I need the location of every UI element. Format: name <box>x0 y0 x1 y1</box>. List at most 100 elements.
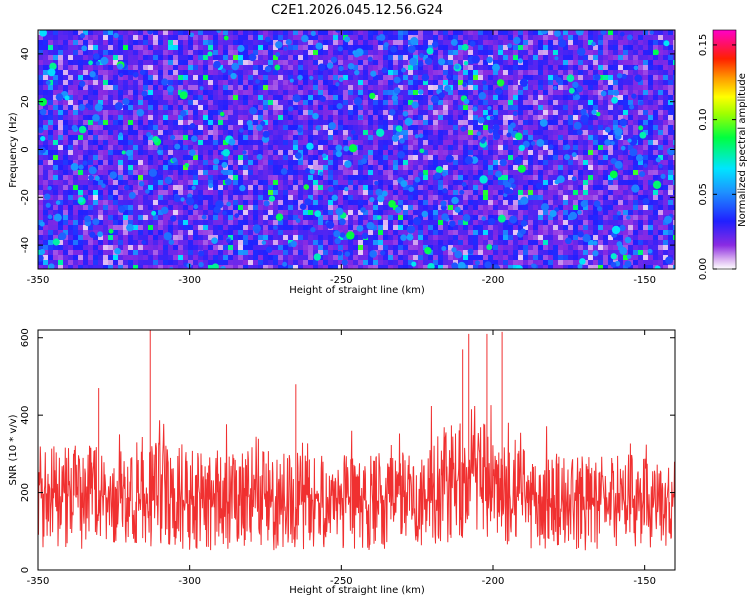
heatmap-cell <box>613 50 618 55</box>
heatmap-cell <box>133 125 138 130</box>
heatmap-cell <box>93 185 98 190</box>
heatmap-cell <box>393 185 398 190</box>
heatmap-cell <box>158 130 163 135</box>
heatmap-cell <box>83 70 88 75</box>
heatmap-cell <box>543 145 548 150</box>
heatmap-cell <box>83 95 88 100</box>
heatmap-cell <box>163 95 168 100</box>
heatmap-cell <box>53 120 58 125</box>
heatmap-cell <box>108 165 113 170</box>
heatmap-cell <box>148 150 153 155</box>
heatmap-cell <box>333 85 338 90</box>
heatmap-cell <box>413 145 418 150</box>
heatmap-cell <box>373 145 378 150</box>
heatmap-cell <box>668 60 673 65</box>
heatmap-cell <box>148 50 153 55</box>
heatmap-cell <box>338 55 343 60</box>
heatmap-cell <box>323 105 328 110</box>
heatmap-cell <box>268 205 273 210</box>
heatmap-cell <box>643 135 648 140</box>
heatmap-cell <box>478 45 483 50</box>
heatmap-cell <box>593 160 598 165</box>
heatmap-cell <box>648 205 653 210</box>
heatmap-cell <box>113 210 118 215</box>
heatmap-cell <box>633 165 638 170</box>
heatmap-cell <box>448 175 453 180</box>
heatmap-cell <box>248 95 253 100</box>
heatmap-cell <box>363 135 368 140</box>
heatmap-cell <box>153 45 158 50</box>
heatmap-cell <box>368 120 373 125</box>
heatmap-cell <box>663 155 668 160</box>
heatmap-cell <box>198 40 203 45</box>
heatmap-cell <box>148 190 153 195</box>
heatmap-cell <box>98 175 103 180</box>
heatmap-cell <box>343 75 348 80</box>
heatmap-cell <box>158 120 163 125</box>
heatmap-cell <box>163 35 168 40</box>
heatmap-cell <box>508 160 513 165</box>
heatmap-cell <box>133 195 138 200</box>
heatmap-cell <box>48 150 53 155</box>
heatmap-cell <box>208 95 213 100</box>
heatmap-cell <box>218 180 223 185</box>
heatmap-cell <box>603 85 608 90</box>
heatmap-cell <box>373 130 378 135</box>
heatmap-cell <box>588 200 593 205</box>
heatmap-cell <box>273 55 278 60</box>
heatmap-cell <box>643 75 648 80</box>
heatmap-cell <box>373 185 378 190</box>
heatmap-cell <box>103 140 108 145</box>
heatmap-cell <box>128 130 133 135</box>
heatmap-cell <box>583 145 588 150</box>
heatmap-cell <box>318 205 323 210</box>
heatmap-cell <box>563 110 568 115</box>
heatmap-cell <box>538 65 543 70</box>
heatmap-cell <box>273 180 278 185</box>
heatmap-cell <box>58 85 63 90</box>
heatmap-cell <box>338 190 343 195</box>
heatmap-cell <box>593 210 598 215</box>
heatmap-cell <box>338 165 343 170</box>
heatmap-cell <box>418 75 423 80</box>
heatmap-cell <box>53 80 58 85</box>
heatmap-cell <box>468 90 473 95</box>
heatmap-cell <box>58 135 63 140</box>
heatmap-cell <box>643 210 648 215</box>
heatmap-cell <box>48 75 53 80</box>
heatmap-cell <box>608 95 613 100</box>
heatmap-cell <box>398 160 403 165</box>
heatmap-cell <box>283 40 288 45</box>
heatmap-cell <box>278 80 283 85</box>
heatmap-cell <box>153 85 158 90</box>
heatmap-cell <box>88 180 93 185</box>
heatmap-cell <box>88 145 93 150</box>
heatmap-cell <box>273 145 278 150</box>
heatmap-cell <box>473 40 478 45</box>
heatmap-cell <box>203 150 208 155</box>
heatmap-cell <box>118 150 123 155</box>
heatmap-cell <box>238 160 243 165</box>
heatmap-cell <box>598 80 603 85</box>
heatmap-cell <box>228 80 233 85</box>
heatmap-cell <box>93 75 98 80</box>
heatmap-cell <box>543 170 548 175</box>
heatmap-cell <box>313 155 318 160</box>
heatmap-cell <box>508 35 513 40</box>
heatmap-cell <box>658 35 663 40</box>
heatmap-cell <box>268 135 273 140</box>
heatmap-cell <box>128 30 133 35</box>
heatmap-cell <box>498 100 503 105</box>
heatmap-cell <box>458 70 463 75</box>
heatmap-cell <box>658 55 663 60</box>
heatmap-cell <box>63 150 68 155</box>
figure-title: C2E1.2026.045.12.56.G24 <box>271 3 443 18</box>
heatmap-cell <box>433 220 438 225</box>
heatmap-cell <box>83 135 88 140</box>
heatmap-cell <box>598 165 603 170</box>
heatmap-cell <box>213 120 218 125</box>
heatmap-cell <box>508 150 513 155</box>
heatmap-cell <box>368 165 373 170</box>
heatmap-cell <box>483 30 488 35</box>
heatmap-cell <box>428 90 433 95</box>
